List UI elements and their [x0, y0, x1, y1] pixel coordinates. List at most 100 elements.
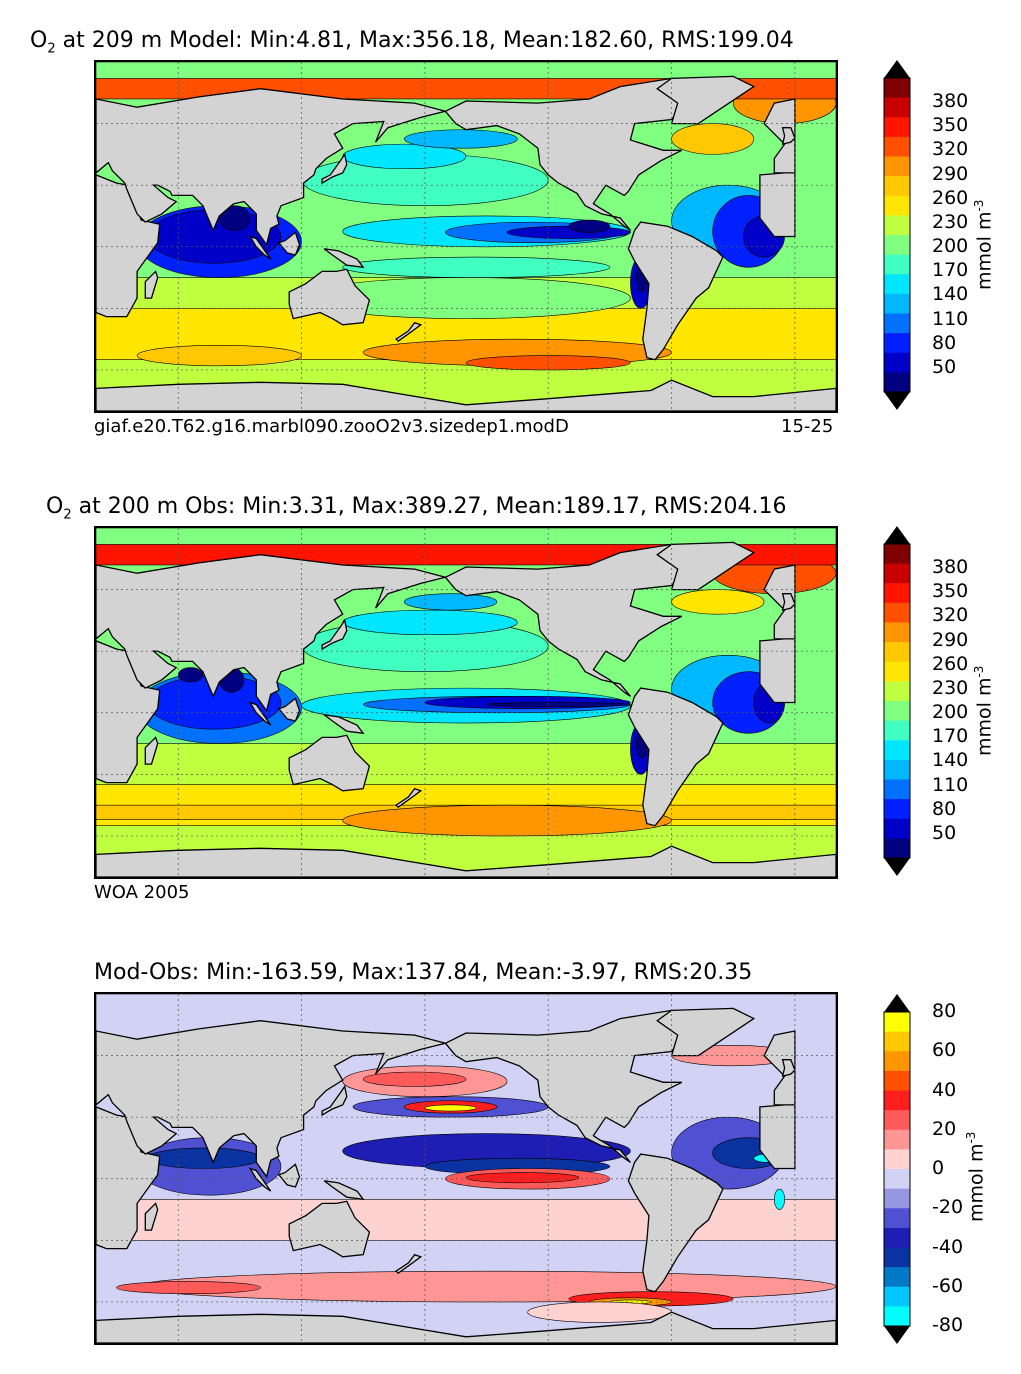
title-rest: at 200 m Obs: Min:3.31, Max:389.27, Mean…	[71, 494, 787, 519]
colorbar-frame	[883, 543, 911, 859]
map-diff	[94, 992, 838, 1345]
colorbar-segment	[884, 642, 910, 663]
colorbar-tick-label: 230	[932, 676, 969, 699]
colorbar-segment	[884, 583, 910, 604]
contour-band	[486, 702, 631, 707]
contour-band	[342, 609, 518, 636]
colorbar-segment	[884, 1090, 910, 1111]
land-eurasia	[96, 554, 446, 713]
land-greenland	[656, 1007, 756, 1057]
land-mask	[96, 541, 836, 877]
colorbar-segment	[884, 799, 910, 820]
land-uk	[781, 1059, 796, 1077]
colorbar-segment	[884, 274, 910, 295]
colorbar-segment	[884, 235, 910, 256]
land-new-guinea	[323, 1180, 365, 1201]
colorbar-segment	[884, 136, 910, 157]
title-rest: at 209 m Model: Min:4.81, Max:356.18, Me…	[55, 28, 794, 53]
map-svg	[96, 528, 836, 877]
colorbar-tick-label: 110	[932, 307, 969, 330]
colorbar-tick-label: 290	[932, 162, 969, 185]
colorbar-extend-min	[884, 1326, 910, 1344]
colorbar-segment	[884, 352, 910, 373]
colorbar-tick-label: 110	[932, 773, 969, 796]
contour-band	[219, 205, 251, 231]
colorbar-tick-label: 20	[932, 1117, 957, 1140]
land-new-zealand	[395, 787, 423, 809]
caption-source: WOA 2005	[94, 882, 190, 903]
colorbar-extend-min	[884, 858, 910, 876]
colorbar-tick-label: 350	[932, 114, 969, 137]
colorbar-segment	[884, 254, 910, 275]
colorbar-segment	[884, 1267, 910, 1288]
colorbar-segment	[884, 1149, 910, 1170]
colorbar-segment	[884, 1169, 910, 1190]
panel-title: O2 at 209 m Model: Min:4.81, Max:356.18,…	[30, 28, 1021, 56]
land-borneo	[277, 231, 301, 256]
land-japan	[321, 618, 348, 651]
colorbar-segment	[884, 372, 910, 393]
land-madagascar	[144, 1202, 159, 1231]
land-madagascar	[144, 736, 159, 765]
land-sumatra	[248, 1167, 272, 1192]
land-sumatra	[248, 701, 272, 726]
colorbar-segment	[884, 1247, 910, 1268]
colorbar-segment	[884, 176, 910, 197]
land-antarctica	[96, 845, 836, 877]
land-uk	[781, 127, 796, 145]
colorbar-tick-label: 200	[932, 235, 969, 258]
title-o: O	[30, 28, 48, 53]
colorbar-segment	[884, 838, 910, 859]
colorbar-tick-label: 290	[932, 628, 969, 651]
land-antarctica	[96, 379, 836, 411]
colorbar-extend-max	[884, 994, 910, 1012]
map-svg	[96, 62, 836, 411]
colorbar-segment	[884, 720, 910, 741]
gridlines	[96, 994, 836, 1343]
contour-band	[404, 129, 518, 149]
land-new-zealand	[395, 321, 423, 343]
contour-band	[465, 1172, 580, 1184]
land-borneo	[277, 1163, 301, 1188]
contour-band	[527, 1301, 672, 1323]
contour-band	[362, 1071, 467, 1087]
contour-band	[136, 345, 302, 367]
contour-band	[671, 589, 765, 615]
colorbar-segment	[884, 1286, 910, 1307]
colorbar-frame	[883, 1011, 911, 1327]
colorbar-tick-label: 320	[932, 138, 969, 161]
colorbar-segment	[884, 1051, 910, 1072]
colorbar-tick-label: 320	[932, 604, 969, 627]
colorbar-tick-label: 0	[932, 1157, 945, 1179]
title-o: O	[46, 494, 64, 519]
contour-band	[568, 219, 611, 233]
map-model	[94, 60, 838, 413]
land-new-guinea	[323, 248, 365, 269]
land-mask	[96, 75, 836, 411]
colorbar-tick-label: 200	[932, 701, 969, 724]
land-borneo	[277, 697, 301, 722]
colorbar	[883, 526, 911, 876]
map-svg	[96, 994, 836, 1343]
colorbar-tick-label: 60	[932, 1039, 957, 1062]
title-sub: 2	[63, 507, 72, 523]
colorbar-tick-label: 80	[932, 331, 957, 354]
colorbar-segment	[884, 195, 910, 216]
contour-band	[774, 1188, 785, 1210]
colorbar-segment	[884, 293, 910, 314]
contour-band	[96, 1198, 836, 1241]
land-australia	[288, 734, 371, 792]
ocean-field	[96, 62, 836, 411]
colorbar-segment	[884, 1031, 910, 1052]
colorbar-extend-max	[884, 60, 910, 78]
land-antarctica	[96, 1311, 836, 1343]
gridlines	[96, 62, 836, 411]
colorbar-tick-label: 260	[932, 652, 969, 675]
colorbar-tick-label: -40	[932, 1235, 964, 1258]
contour-band	[671, 123, 755, 155]
land-new-guinea	[323, 714, 365, 735]
colorbar-segment	[884, 563, 910, 584]
title-sub: 2	[47, 41, 56, 57]
colorbar	[883, 60, 911, 410]
colorbar-label: mmol m-3	[972, 199, 996, 290]
